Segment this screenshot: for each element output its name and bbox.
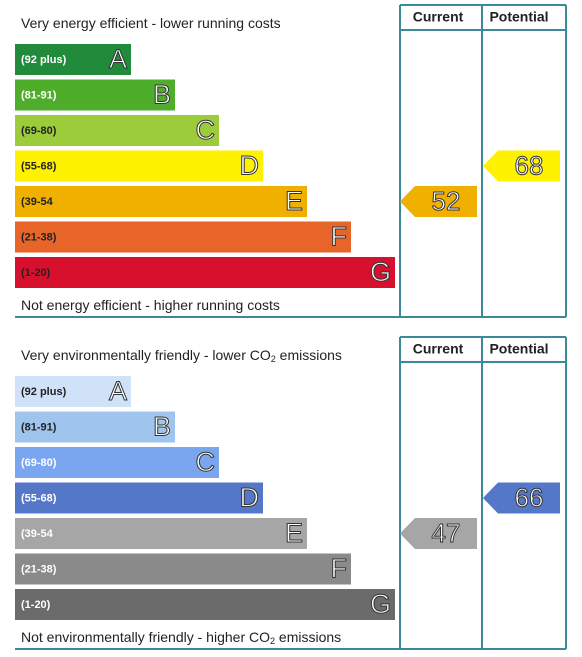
band-letter: D bbox=[240, 151, 260, 181]
band-range: (1-20) bbox=[21, 599, 51, 611]
rating-band bbox=[15, 257, 395, 288]
band-range: (69-80) bbox=[21, 457, 57, 469]
rating-band bbox=[15, 79, 175, 111]
band-letter: A bbox=[109, 376, 127, 406]
top-label-part: Very energy efficient - lower running co… bbox=[21, 15, 281, 31]
rating-band bbox=[15, 518, 307, 549]
band-range: (55-68) bbox=[21, 160, 57, 172]
rating-band bbox=[15, 447, 219, 478]
band-letter: E bbox=[285, 186, 303, 216]
band-letter: B bbox=[153, 412, 171, 442]
band-range: (39-54 bbox=[21, 196, 54, 208]
band-letter: E bbox=[285, 518, 303, 548]
band-range: (1-20) bbox=[21, 267, 51, 279]
rating-band bbox=[15, 44, 131, 75]
rating-band bbox=[15, 221, 351, 253]
rating-band bbox=[15, 482, 263, 514]
band-letter: B bbox=[153, 80, 171, 110]
column-header: Potential bbox=[489, 9, 548, 25]
rating-band bbox=[15, 411, 175, 443]
bottom-label: Not energy efficient - higher running co… bbox=[21, 297, 280, 313]
rating-band bbox=[15, 376, 131, 407]
band-letter: F bbox=[331, 554, 348, 584]
band-letter: C bbox=[196, 447, 216, 477]
band-letter: G bbox=[370, 257, 391, 287]
band-letter: G bbox=[370, 589, 391, 619]
band-letter: A bbox=[109, 44, 127, 74]
band-range: (81-91) bbox=[21, 89, 57, 101]
rating-band bbox=[15, 150, 263, 182]
current-value: 47 bbox=[432, 518, 461, 548]
bottom-label-part: emissions bbox=[275, 629, 341, 645]
current-value: 52 bbox=[432, 186, 461, 216]
band-letter: D bbox=[240, 483, 260, 513]
rating-band bbox=[15, 553, 351, 585]
bottom-label-part: Not energy efficient - higher running co… bbox=[21, 297, 280, 313]
band-range: (92 plus) bbox=[21, 386, 67, 398]
band-letter: F bbox=[331, 222, 348, 252]
potential-value: 68 bbox=[515, 150, 544, 180]
potential-arrow bbox=[483, 150, 560, 182]
column-header: Current bbox=[413, 9, 464, 25]
band-range: (55-68) bbox=[21, 492, 57, 504]
band-range: (21-38) bbox=[21, 231, 57, 243]
band-range: (39-54 bbox=[21, 528, 54, 540]
top-label-part: Very environmentally friendly - lower CO bbox=[21, 347, 271, 363]
column-header: Current bbox=[413, 341, 464, 357]
rating-band bbox=[15, 186, 307, 217]
rating-band bbox=[15, 115, 219, 146]
bottom-label: Not environmentally friendly - higher CO… bbox=[21, 629, 341, 647]
current-arrow bbox=[400, 518, 477, 549]
potential-arrow bbox=[483, 482, 560, 514]
bottom-label-part: Not environmentally friendly - higher CO bbox=[21, 629, 270, 645]
bottom-label-part: 2 bbox=[270, 636, 275, 646]
top-label-part: 2 bbox=[271, 354, 276, 364]
rating-band bbox=[15, 589, 395, 620]
band-letter: C bbox=[196, 115, 216, 145]
top-label: Very environmentally friendly - lower CO… bbox=[21, 347, 342, 365]
band-range: (92 plus) bbox=[21, 54, 67, 66]
band-range: (81-91) bbox=[21, 421, 57, 433]
column-header: Potential bbox=[489, 341, 548, 357]
band-range: (69-80) bbox=[21, 125, 57, 137]
top-label: Very energy efficient - lower running co… bbox=[21, 15, 281, 31]
band-range: (21-38) bbox=[21, 563, 57, 575]
potential-value: 66 bbox=[515, 482, 544, 512]
top-label-part: emissions bbox=[276, 347, 342, 363]
current-arrow bbox=[400, 186, 477, 217]
